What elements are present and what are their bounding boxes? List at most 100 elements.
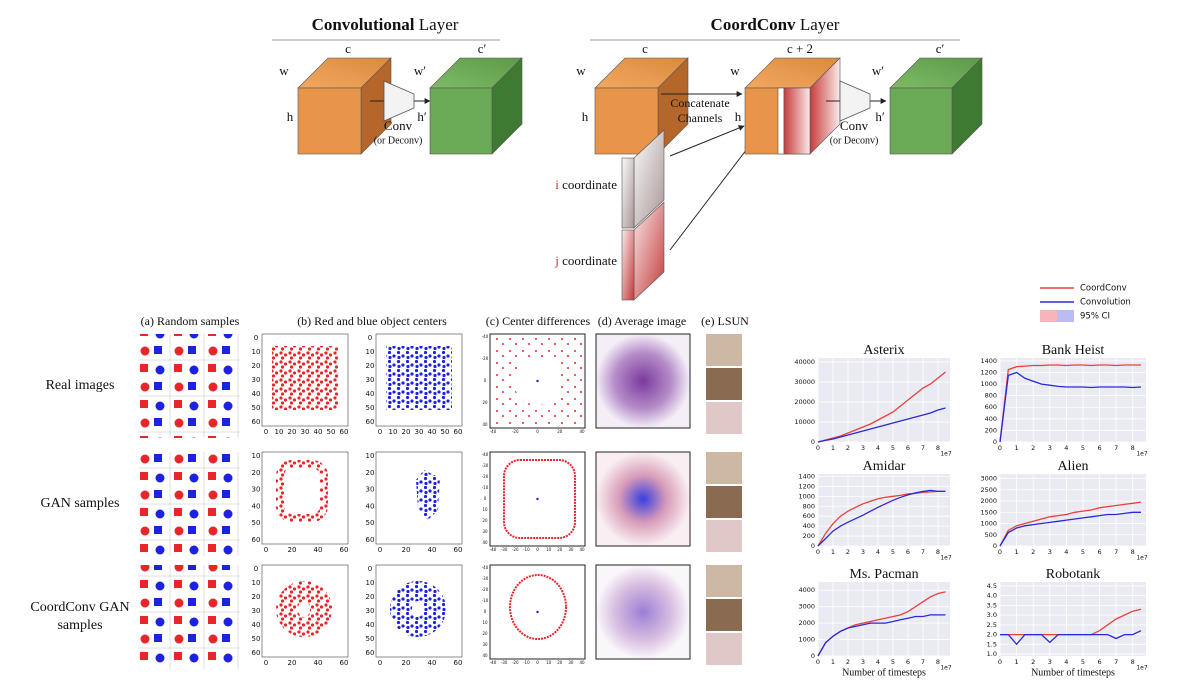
tick-label: 60 [366, 649, 375, 657]
x-tick-label: 3 [861, 658, 865, 666]
tick-label: 0 [378, 546, 382, 554]
random-samples [138, 334, 240, 438]
legend-ci-swatch [1040, 310, 1057, 322]
x-tick-label: 6 [906, 444, 910, 452]
tick-label: 60 [340, 428, 349, 436]
tick-label: 20 [482, 400, 488, 405]
tick-label: 20 [288, 428, 297, 436]
title-bold: Convolutional [312, 15, 415, 34]
y-tick-label: 0 [993, 542, 997, 550]
y-tick-label: 600 [803, 512, 815, 520]
x-axis-label: Number of timesteps [842, 667, 926, 678]
y-tick-label: 500 [985, 531, 997, 539]
label: c′ [936, 41, 945, 56]
difference-center [536, 497, 539, 501]
x-tick-label: 5 [891, 658, 895, 666]
x-tick-label: 3 [1048, 548, 1052, 556]
y-tick-label: 2.5 [987, 621, 997, 629]
y-tick-label: 400 [985, 415, 997, 423]
y-tick-label: 1200 [980, 368, 997, 376]
y-tick-label: 800 [985, 392, 997, 400]
tick-label: 30 [482, 529, 488, 534]
label: c + 2 [787, 41, 813, 56]
x-tick-label: 6 [906, 658, 910, 666]
x-tick-label: 8 [1131, 548, 1135, 556]
x-tick-label: 7 [1114, 658, 1118, 666]
x-tick-label: 1 [1015, 658, 1019, 666]
x-tick-label: 1 [1015, 444, 1019, 452]
label: w′ [414, 63, 426, 78]
tick-label: -10 [523, 547, 530, 552]
tick-label: 40 [579, 660, 585, 665]
point-cloud [386, 346, 452, 410]
y-tick-label: 1400 [980, 357, 997, 365]
series-line: Convolution [817, 407, 946, 443]
y-tick-label: 200 [985, 426, 997, 434]
tick-label: -20 [482, 356, 489, 361]
x-tick-label: 2 [846, 658, 850, 666]
tick-label: 20 [557, 660, 563, 665]
y-tick-label: 0 [811, 652, 815, 660]
x-axis-label: Number of timesteps [1031, 667, 1115, 678]
cube-front [297, 87, 362, 155]
tick-label: -40 [490, 429, 497, 434]
tick-label: 60 [366, 418, 375, 426]
tick-label: 20 [288, 659, 297, 667]
y-tick-label: 2500 [980, 486, 997, 494]
slab-front [621, 229, 635, 301]
tick-label: 10 [252, 452, 261, 460]
y-tick-label: 1200 [798, 482, 815, 490]
x-tick-label: 7 [921, 658, 925, 666]
tick-label: 20 [402, 659, 411, 667]
conv-block [383, 80, 415, 122]
tick-label: 60 [340, 659, 349, 667]
tick-label: 0 [484, 378, 487, 383]
x-tick-label: 5 [891, 444, 895, 452]
column-header: (b) Red and blue object centers [297, 314, 447, 328]
y-tick-label: 600 [985, 403, 997, 411]
label: h [287, 109, 294, 124]
lsun-sample [706, 368, 742, 400]
point-hole [412, 601, 424, 617]
tick-label: 30 [252, 376, 261, 384]
tick-label: 30 [366, 486, 375, 494]
tick-label: 60 [252, 418, 261, 426]
tick-label: 10 [546, 660, 552, 665]
x-tick-label: 8 [936, 548, 940, 556]
x-tick-label: 4 [1064, 658, 1068, 666]
label: Conv [384, 118, 413, 133]
tick-label: 40 [366, 621, 375, 629]
y-tick-label: 4000 [798, 586, 815, 594]
tick-label: 40 [252, 502, 261, 510]
tick-label: 30 [366, 376, 375, 384]
tick-label: 50 [441, 428, 450, 436]
series-line: Convolution [1000, 630, 1142, 646]
point-cloud [416, 470, 440, 520]
tick-label: 0 [254, 565, 258, 573]
y-tick-label: 2000 [980, 497, 997, 505]
x-tick-label: 2 [1031, 444, 1035, 452]
tick-label: 30 [415, 428, 424, 436]
coord-letter: i [555, 177, 559, 192]
tick-label: -20 [482, 474, 489, 479]
tick-label: 50 [366, 404, 375, 412]
tick-label: -40 [490, 660, 497, 665]
tick-label: 20 [402, 546, 411, 554]
label: Concatenate [670, 96, 729, 110]
x-tick-label: 3 [861, 548, 865, 556]
tick-label: 40 [579, 429, 585, 434]
tick-label: 0 [484, 496, 487, 501]
tick-label: 30 [482, 642, 488, 647]
tick-label: 40 [482, 653, 488, 658]
series-line: CoordConv [999, 501, 1142, 547]
tick-label: 0 [264, 546, 268, 554]
point-cloud [272, 346, 338, 410]
x-tick-label: 4 [876, 658, 880, 666]
tick-label: 50 [366, 519, 375, 527]
tick-label: 10 [366, 348, 375, 356]
tick-label: 10 [366, 579, 375, 587]
tick-label: 30 [252, 486, 261, 494]
y-tick-label: 1000 [980, 380, 997, 388]
tick-label: 40 [428, 546, 437, 554]
random-samples [138, 565, 240, 669]
